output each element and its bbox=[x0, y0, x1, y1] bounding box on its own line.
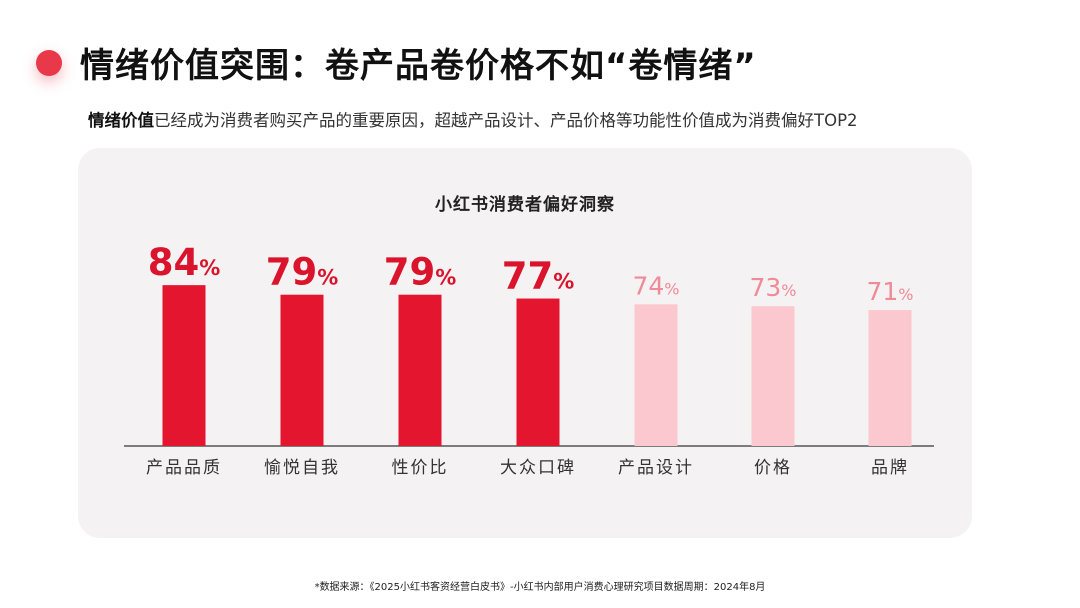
bar-value-label-3: 79% bbox=[384, 251, 457, 294]
bar-4 bbox=[516, 298, 560, 446]
category-label-2: 愉悦自我 bbox=[264, 458, 340, 478]
category-label-3: 性价比 bbox=[392, 458, 449, 478]
category-label-7: 品牌 bbox=[871, 458, 909, 478]
bar-6 bbox=[751, 306, 795, 446]
category-label-1: 产品品质 bbox=[146, 458, 222, 478]
bar-value-label-5: 74% bbox=[632, 271, 679, 300]
page-subtitle: 情绪价值已经成为消费者购买产品的重要原因，超越产品设计、产品价格等功能性价值成为… bbox=[88, 107, 858, 131]
category-label-6: 价格 bbox=[754, 458, 792, 478]
bar-value-label-7: 71% bbox=[866, 277, 913, 306]
bar-3 bbox=[398, 294, 442, 446]
category-label-5: 产品设计 bbox=[618, 458, 694, 478]
data-source-footnote: *数据来源：《2025小红书客资经营白皮书》-小红书内部用户消费心理研究项目数据… bbox=[314, 582, 766, 593]
bar-value-label-2: 79% bbox=[266, 251, 339, 294]
chart-title: 小红书消费者偏好洞察 bbox=[435, 195, 615, 215]
bar-5 bbox=[634, 304, 678, 446]
bar-7 bbox=[868, 310, 912, 446]
bar-value-label-4: 77% bbox=[502, 255, 575, 298]
page-title: 情绪价值突围：卷产品卷价格不如“卷情绪” bbox=[80, 46, 757, 86]
subtitle-text: 已经成为消费者购买产品的重要原因，超越产品设计、产品价格等功能性价值成为消费偏好… bbox=[154, 111, 858, 130]
bar-value-label-1: 84% bbox=[148, 241, 221, 284]
category-label-4: 大众口碑 bbox=[500, 458, 576, 478]
bar-2 bbox=[280, 294, 324, 446]
subtitle-highlight: 情绪价值 bbox=[88, 111, 154, 130]
bar-value-label-6: 73% bbox=[749, 273, 796, 302]
title-bullet-dot bbox=[36, 50, 62, 76]
bar-1 bbox=[162, 285, 206, 446]
